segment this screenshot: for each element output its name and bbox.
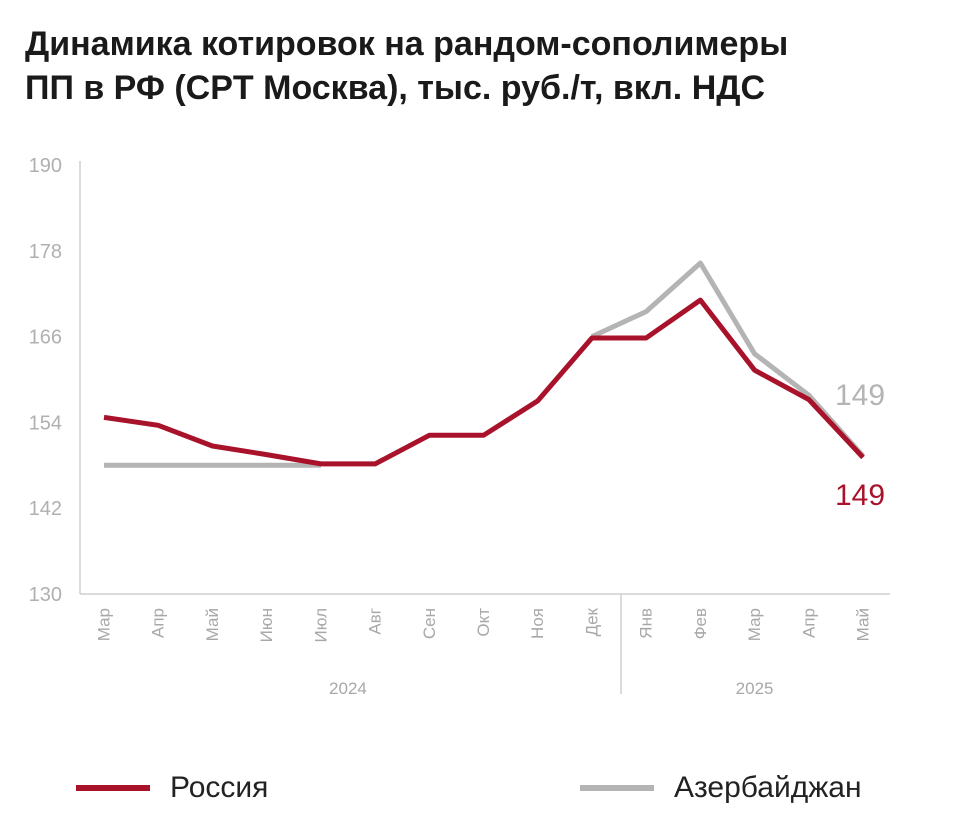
year-groups: 2024 2025 — [329, 594, 773, 698]
chart-title-line-1: Динамика котировок на рандом-сополимеры — [25, 25, 789, 63]
year-label-2025: 2025 — [736, 679, 774, 698]
chart-axes — [79, 161, 890, 595]
x-tick-label: Май — [854, 608, 873, 641]
x-tick-label: Апр — [799, 608, 818, 638]
x-tick-label: Май — [203, 608, 222, 641]
series-line-azerbaijan — [104, 260, 865, 468]
legend-swatch-azerbaijan — [580, 785, 654, 791]
year-label-2024: 2024 — [329, 679, 367, 698]
y-tick-label-154: 154 — [29, 412, 62, 434]
y-tick-label-130: 130 — [29, 584, 62, 606]
y-axis-ticks: 130 142 154 166 178 190 — [29, 155, 62, 606]
x-tick-label: Сен — [420, 608, 439, 639]
series-line-russia — [103, 297, 865, 467]
x-axis-ticks: Мар Апр Май Июн Июл Авг Сен Окт Ноя Дек Янв Фев Мар А… — [95, 607, 873, 642]
x-tick-label: Авг — [366, 608, 385, 635]
x-tick-label: Фев — [691, 608, 710, 639]
x-tick-label: Апр — [149, 608, 168, 638]
chart-title-line-2: ПП в РФ (CPT Москва), тыс. руб./т, вкл. … — [25, 69, 766, 107]
x-tick-label: Июн — [257, 608, 276, 642]
x-tick-label: Янв — [637, 608, 656, 639]
y-tick-label-190: 190 — [29, 155, 62, 177]
x-tick-label: Дек — [582, 607, 601, 636]
y-tick-label-142: 142 — [29, 498, 62, 520]
end-label-russia: 149 — [835, 479, 885, 512]
end-labels: 149 149 — [835, 379, 885, 512]
x-tick-label: Мар — [95, 608, 114, 641]
x-tick-label: Мар — [745, 608, 764, 641]
x-tick-label: Июл — [311, 608, 330, 643]
chart-title: Динамика котировок на рандом-сополимеры … — [25, 22, 945, 110]
y-tick-label-178: 178 — [29, 241, 62, 263]
y-tick-label-166: 166 — [29, 327, 62, 349]
legend-item-russia: Россия — [76, 760, 268, 816]
end-label-azerbaijan: 149 — [835, 379, 885, 412]
legend-label-russia: Россия — [170, 771, 269, 804]
x-tick-label: Окт — [474, 608, 493, 637]
legend: Россия Азербайджан — [0, 760, 960, 820]
line-chart: 130 142 154 166 178 190 Мар Апр Май Июн Июл Авг Сен… — [29, 155, 890, 698]
legend-item-azerbaijan: Азербайджан — [580, 760, 862, 816]
chart-series — [103, 260, 865, 468]
x-tick-label: Ноя — [528, 608, 547, 639]
legend-swatch-russia — [76, 785, 150, 791]
legend-label-azerbaijan: Азербайджан — [674, 771, 862, 804]
